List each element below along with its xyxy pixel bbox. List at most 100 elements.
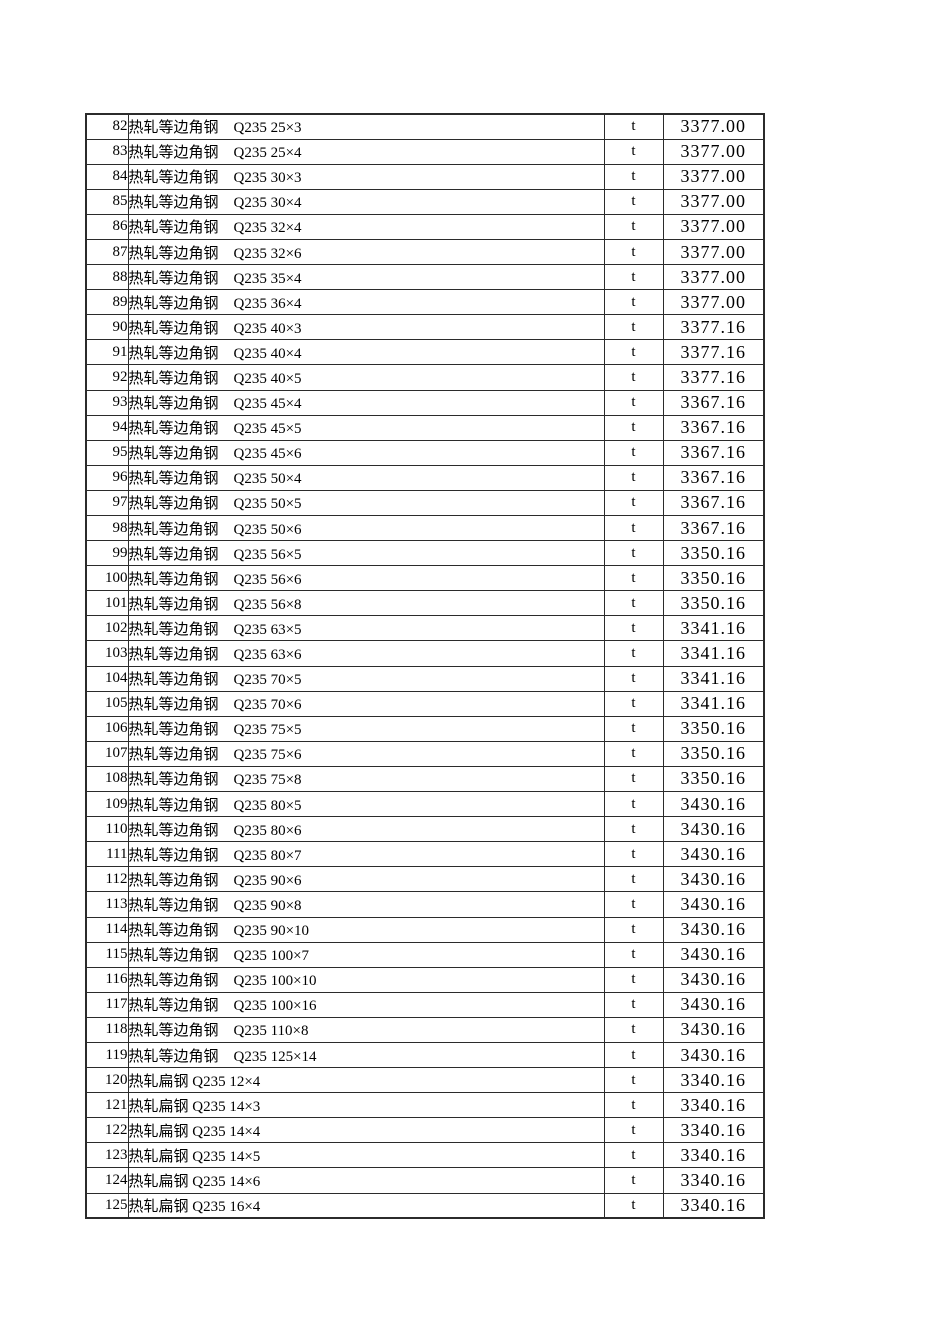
unit-cell: t [603,1016,664,1043]
price-cell: 3430.16 [662,966,765,993]
item-description-cell: 热轧等边角钢 Q235 90×8 [127,891,605,918]
unit-cell: t [603,1192,664,1219]
table-body: 82 热轧等边角钢 Q235 25×3 t 3377.00 83 热轧等边角钢 … [85,113,765,1219]
price-cell: 3350.16 [662,765,765,793]
row-number-cell: 91 [85,339,129,366]
price-cell: 3341.16 [662,615,765,642]
unit-cell: t [603,715,664,742]
item-description-cell: 热轧等边角钢 Q235 50×5 [127,489,605,517]
table-row: 91 热轧等边角钢 Q235 40×4 t 3377.16 [85,339,765,366]
row-number-cell: 94 [85,414,129,441]
item-description-cell: 热轧等边角钢 Q235 100×16 [127,991,605,1018]
row-number-cell: 103 [85,640,129,667]
row-number-cell: 115 [85,941,129,968]
unit-cell: t [603,991,664,1018]
unit-cell: t [603,188,664,215]
table-row: 96 热轧等边角钢 Q235 50×4 t 3367.16 [85,464,765,491]
price-cell: 3377.16 [662,314,765,341]
price-cell: 3430.16 [662,916,765,943]
price-cell: 3430.16 [662,991,765,1018]
item-description-cell: 热轧等边角钢 Q235 75×6 [127,740,605,767]
row-number-cell: 97 [85,489,129,517]
unit-cell: t [603,339,664,366]
row-number-cell: 85 [85,188,129,215]
row-number-cell: 100 [85,565,129,592]
unit-cell: t [603,314,664,341]
price-cell: 3430.16 [662,891,765,918]
row-number-cell: 116 [85,966,129,993]
row-number-cell: 95 [85,439,129,466]
item-description-cell: 热轧等边角钢 Q235 75×5 [127,715,605,742]
price-cell: 3341.16 [662,690,765,717]
price-cell: 3341.16 [662,640,765,667]
item-description-cell: 热轧等边角钢 Q235 80×5 [127,791,605,818]
table-row: 110 热轧等边角钢 Q235 80×6 t 3430.16 [85,816,765,843]
price-cell: 3430.16 [662,841,765,868]
row-number-cell: 96 [85,464,129,491]
row-number-cell: 113 [85,891,129,918]
price-cell: 3377.00 [662,188,765,215]
item-description-cell: 热轧等边角钢 Q235 56×6 [127,565,605,592]
unit-cell: t [603,1142,664,1169]
row-number-cell: 102 [85,615,129,642]
item-description-cell: 热轧扁钢 Q235 14×6 [127,1167,605,1194]
row-number-cell: 108 [85,765,129,793]
price-cell: 3350.16 [662,565,765,592]
table-row: 87 热轧等边角钢 Q235 32×6 t 3377.00 [85,238,765,266]
row-number-cell: 107 [85,740,129,767]
price-cell: 3367.16 [662,414,765,441]
unit-cell: t [603,1167,664,1194]
price-cell: 3377.16 [662,339,765,366]
table-row: 106 热轧等边角钢 Q235 75×5 t 3350.16 [85,715,765,742]
unit-cell: t [603,464,664,491]
price-cell: 3340.16 [662,1067,765,1094]
price-cell: 3377.00 [662,113,765,140]
unit-cell: t [603,615,664,642]
row-number-cell: 111 [85,841,129,868]
item-description-cell: 热轧等边角钢 Q235 30×3 [127,163,605,190]
table-row: 121 热轧扁钢 Q235 14×3 t 3340.16 [85,1092,765,1119]
price-cell: 3377.00 [662,238,765,266]
unit-cell: t [603,941,664,968]
price-cell: 3377.00 [662,138,765,165]
price-cell: 3340.16 [662,1167,765,1194]
item-description-cell: 热轧等边角钢 Q235 63×5 [127,615,605,642]
table-row: 101 热轧等边角钢 Q235 56×8 t 3350.16 [85,590,765,617]
item-description-cell: 热轧等边角钢 Q235 56×5 [127,540,605,567]
price-cell: 3367.16 [662,464,765,491]
table-row: 115 热轧等边角钢 Q235 100×7 t 3430.16 [85,941,765,968]
item-description-cell: 热轧扁钢 Q235 14×4 [127,1117,605,1144]
price-cell: 3367.16 [662,514,765,542]
table-row: 122 热轧扁钢 Q235 14×4 t 3340.16 [85,1117,765,1144]
unit-cell: t [603,238,664,266]
row-number-cell: 93 [85,389,129,416]
unit-cell: t [603,916,664,943]
row-number-cell: 82 [85,113,129,140]
row-number-cell: 92 [85,364,129,391]
price-cell: 3377.00 [662,289,765,316]
item-description-cell: 热轧等边角钢 Q235 35×4 [127,264,605,291]
unit-cell: t [603,489,664,517]
row-number-cell: 121 [85,1092,129,1119]
price-cell: 3367.16 [662,489,765,517]
steel-price-table: 82 热轧等边角钢 Q235 25×3 t 3377.00 83 热轧等边角钢 … [85,113,765,1220]
item-description-cell: 热轧等边角钢 Q235 40×5 [127,364,605,391]
row-number-cell: 112 [85,866,129,893]
item-description-cell: 热轧扁钢 Q235 14×3 [127,1092,605,1119]
item-description-cell: 热轧等边角钢 Q235 80×6 [127,816,605,843]
price-cell: 3340.16 [662,1192,765,1219]
price-cell: 3350.16 [662,740,765,767]
item-description-cell: 热轧扁钢 Q235 16×4 [127,1192,605,1219]
table-row: 113 热轧等边角钢 Q235 90×8 t 3430.16 [85,891,765,918]
item-description-cell: 热轧等边角钢 Q235 63×6 [127,640,605,667]
item-description-cell: 热轧等边角钢 Q235 32×6 [127,238,605,266]
price-cell: 3340.16 [662,1142,765,1169]
price-cell: 3367.16 [662,439,765,466]
price-cell: 3430.16 [662,866,765,893]
table-row: 95 热轧等边角钢 Q235 45×6 t 3367.16 [85,439,765,466]
table-row: 90 热轧等边角钢 Q235 40×3 t 3377.16 [85,314,765,341]
row-number-cell: 83 [85,138,129,165]
unit-cell: t [603,966,664,993]
table-row: 117 热轧等边角钢 Q235 100×16 t 3430.16 [85,991,765,1018]
